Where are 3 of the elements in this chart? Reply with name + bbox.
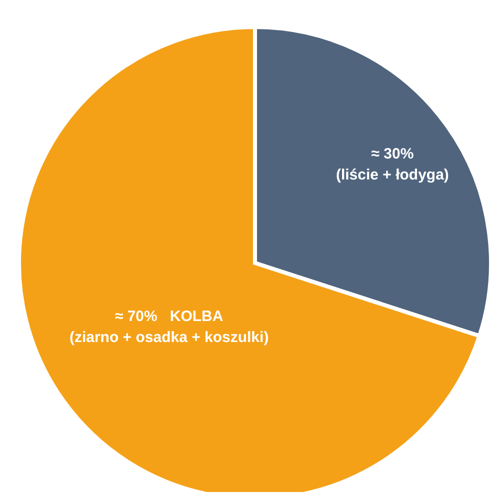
slice-label: ≈ 70% KOLBA (ziarno + osadka + koszulki) <box>69 308 269 346</box>
slice-label: (liście + łodyga) <box>336 166 449 184</box>
data-label: ≈ 30% <box>371 146 414 163</box>
